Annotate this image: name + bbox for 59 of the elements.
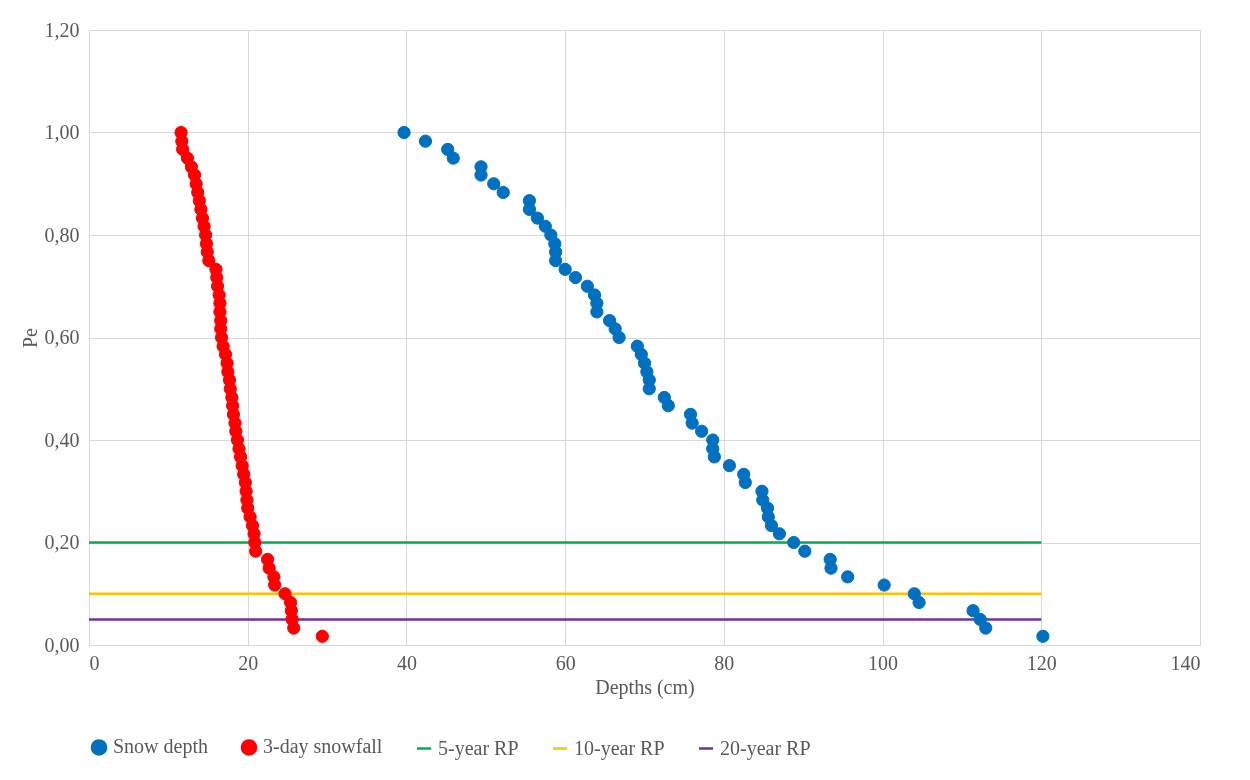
point bbox=[642, 382, 656, 396]
point bbox=[397, 125, 411, 140]
point bbox=[824, 561, 838, 575]
x-tick-label: 80 bbox=[714, 651, 735, 674]
legend-label: 10-year RP bbox=[574, 736, 665, 760]
point bbox=[530, 211, 544, 225]
point bbox=[487, 177, 501, 191]
point bbox=[979, 621, 993, 635]
point bbox=[268, 578, 282, 592]
point bbox=[418, 134, 433, 148]
x-tick-label: 20 bbox=[238, 651, 259, 674]
y-tick-label: 1,20 bbox=[44, 18, 80, 41]
point bbox=[798, 544, 812, 558]
x-tick-label: 60 bbox=[555, 651, 576, 674]
y-axis-title: Pe bbox=[18, 327, 41, 348]
point bbox=[764, 518, 779, 533]
point bbox=[661, 399, 675, 413]
point bbox=[738, 475, 752, 490]
point bbox=[549, 254, 563, 268]
y-tick-label: 0,60 bbox=[44, 326, 80, 348]
point bbox=[278, 587, 292, 601]
point bbox=[685, 416, 699, 430]
y-tick-label: 0,00 bbox=[44, 633, 80, 656]
point bbox=[1036, 629, 1050, 643]
legend-label: 20-year RP bbox=[720, 736, 811, 760]
point bbox=[474, 168, 488, 182]
point bbox=[590, 305, 604, 319]
x-tick-label: 0 bbox=[89, 651, 100, 674]
y-tick-label: 0,20 bbox=[44, 531, 80, 553]
x-axis-title: Depths (cm) bbox=[595, 675, 695, 699]
point bbox=[707, 450, 721, 464]
point bbox=[841, 570, 855, 584]
x-tick-label: 120 bbox=[1026, 651, 1057, 674]
point bbox=[912, 595, 926, 610]
point bbox=[568, 270, 583, 285]
point bbox=[695, 424, 709, 438]
x-tick-label: 100 bbox=[868, 651, 899, 674]
point bbox=[612, 330, 626, 345]
point bbox=[202, 254, 216, 268]
point bbox=[558, 262, 572, 276]
y-tick-label: 0,80 bbox=[44, 223, 80, 246]
point bbox=[446, 151, 460, 165]
point bbox=[877, 578, 891, 592]
point bbox=[287, 621, 301, 635]
y-tick-label: 0,40 bbox=[44, 428, 80, 451]
point bbox=[966, 604, 980, 618]
point bbox=[722, 459, 737, 473]
point bbox=[787, 535, 801, 550]
legend-label: 5-year RP bbox=[438, 736, 519, 760]
x-tick-label: 40 bbox=[396, 651, 417, 674]
point bbox=[580, 279, 594, 293]
legend-label: 3-day snowfall bbox=[263, 735, 383, 759]
x-tick-label: 140 bbox=[1170, 651, 1201, 674]
point bbox=[249, 544, 263, 558]
point bbox=[315, 629, 329, 643]
point bbox=[772, 527, 787, 541]
legend-label: Snow depth bbox=[113, 735, 208, 759]
point bbox=[496, 185, 510, 200]
y-tick-label: 1,00 bbox=[44, 121, 80, 143]
